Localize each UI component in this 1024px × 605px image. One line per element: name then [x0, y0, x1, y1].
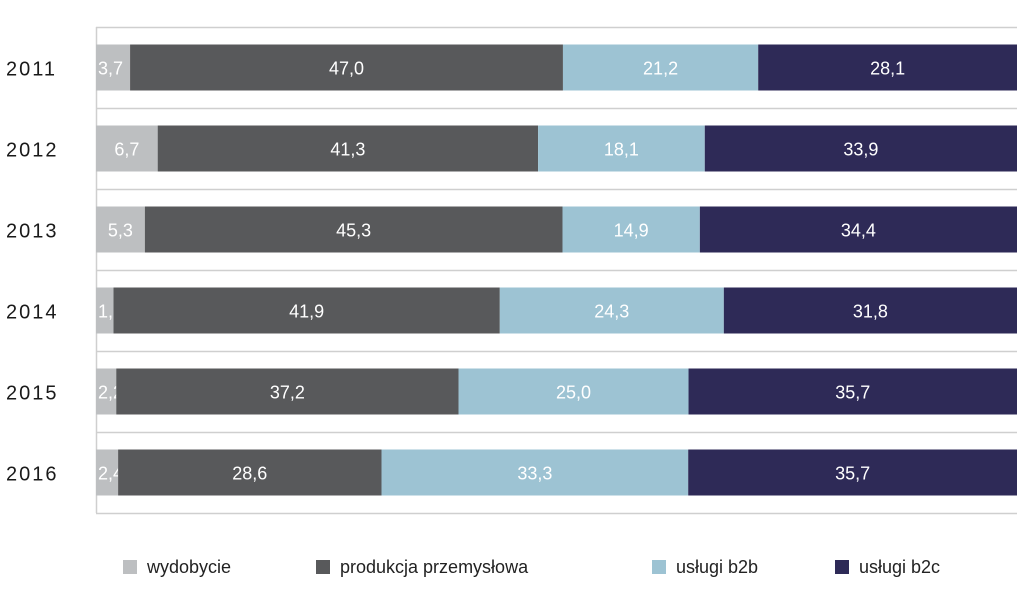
- data-label-usługi-b2c-2015: 35,7: [835, 383, 870, 403]
- category-tick-2014: 2014: [6, 302, 59, 324]
- data-label-usługi-b2b-2013: 14,9: [614, 221, 649, 241]
- bar-produkcja-przemysłowa-2015: [116, 368, 459, 415]
- data-label-usługi-b2c-2014: 31,8: [853, 302, 888, 322]
- bar-usługi-b2c-2012: [704, 125, 1017, 172]
- category-tick-2011: 2011: [6, 59, 57, 81]
- bar-wydobycie-2011: [96, 44, 131, 91]
- legend-label-usługi-b2c: usługi b2c: [859, 557, 940, 577]
- data-label-produkcja-przemysłowa-2013: 45,3: [336, 221, 371, 241]
- legend-swatch-produkcja-przemysłowa: [316, 560, 330, 574]
- bar-usługi-b2b-2016: [381, 449, 689, 496]
- bar-usługi-b2c-2014: [723, 287, 1017, 334]
- bar-usługi-b2b-2011: [562, 44, 759, 91]
- data-label-wydobycie-2013: 5,3: [108, 221, 133, 241]
- bar-usługi-b2c-2011: [758, 44, 1017, 91]
- bar-wydobycie-2016: [96, 449, 119, 496]
- legend-swatch-usługi-b2c: [835, 560, 849, 574]
- bar-wydobycie-2012: [96, 125, 158, 172]
- bar-produkcja-przemysłowa-2011: [130, 44, 563, 91]
- bar-usługi-b2b-2014: [499, 287, 724, 334]
- bar-wydobycie-2015: [96, 368, 117, 415]
- bar-produkcja-przemysłowa-2013: [144, 206, 563, 253]
- data-label-usługi-b2c-2016: 35,7: [835, 464, 870, 484]
- data-label-usługi-b2b-2014: 24,3: [594, 302, 629, 322]
- bar-wydobycie-2014: [96, 287, 114, 334]
- data-label-wydobycie-2012: 6,7: [114, 140, 139, 160]
- bar-produkcja-przemysłowa-2014: [113, 287, 500, 334]
- category-tick-2012: 2012: [6, 140, 59, 162]
- legend-label-produkcja-przemysłowa: produkcja przemysłowa: [340, 557, 529, 577]
- data-label-usługi-b2c-2011: 28,1: [870, 59, 905, 79]
- data-label-usługi-b2b-2012: 18,1: [604, 140, 639, 160]
- data-label-usługi-b2c-2013: 34,4: [841, 221, 876, 241]
- bar-usługi-b2c-2016: [688, 449, 1017, 496]
- legend-label-wydobycie: wydobycie: [146, 557, 231, 577]
- category-tick-2013: 2013: [6, 221, 59, 243]
- bar-usługi-b2b-2013: [562, 206, 700, 253]
- data-label-produkcja-przemysłowa-2011: 47,0: [329, 59, 364, 79]
- legend-label-usługi-b2b: usługi b2b: [676, 557, 758, 577]
- category-tick-2015: 2015: [6, 383, 59, 405]
- category-ticks: 2011 2012 2013 2014 2015 2016: [6, 59, 59, 486]
- legend-swatch-wydobycie: [123, 560, 137, 574]
- legend: wydobycie produkcja przemysłowa usługi b2b…: [123, 557, 940, 577]
- bar-wydobycie-2013: [96, 206, 145, 253]
- data-label-produkcja-przemysłowa-2015: 37,2: [270, 383, 305, 403]
- data-label-produkcja-przemysłowa-2014: 41,9: [289, 302, 324, 322]
- bar-segments: 3,7 47,0 21,2 28,1 6,7 41,3 18,1 33,9 5,3 45,3 14,…: [96, 44, 1017, 496]
- bar-usługi-b2c-2013: [699, 206, 1017, 253]
- gridlines: [95, 26, 1017, 515]
- data-label-usługi-b2b-2011: 21,2: [643, 59, 678, 79]
- bar-usługi-b2c-2015: [688, 368, 1017, 415]
- category-tick-2016: 2016: [6, 464, 59, 486]
- data-label-usługi-b2b-2015: 25,0: [556, 383, 591, 403]
- data-label-usługi-b2b-2016: 33,3: [517, 464, 552, 484]
- data-label-produkcja-przemysłowa-2012: 41,3: [330, 140, 365, 160]
- data-label-usługi-b2c-2012: 33,9: [843, 140, 878, 160]
- data-label-produkcja-przemysłowa-2016: 28,6: [232, 464, 267, 484]
- data-label-wydobycie-2011: 3,7: [98, 59, 123, 79]
- bar-produkcja-przemysłowa-2016: [118, 449, 382, 496]
- bar-produkcja-przemysłowa-2012: [157, 125, 539, 172]
- legend-swatch-usługi-b2b: [652, 560, 666, 574]
- data-label-wydobycie-2016: 2,4: [98, 464, 123, 484]
- bar-usługi-b2b-2012: [538, 125, 705, 172]
- bar-usługi-b2b-2015: [458, 368, 689, 415]
